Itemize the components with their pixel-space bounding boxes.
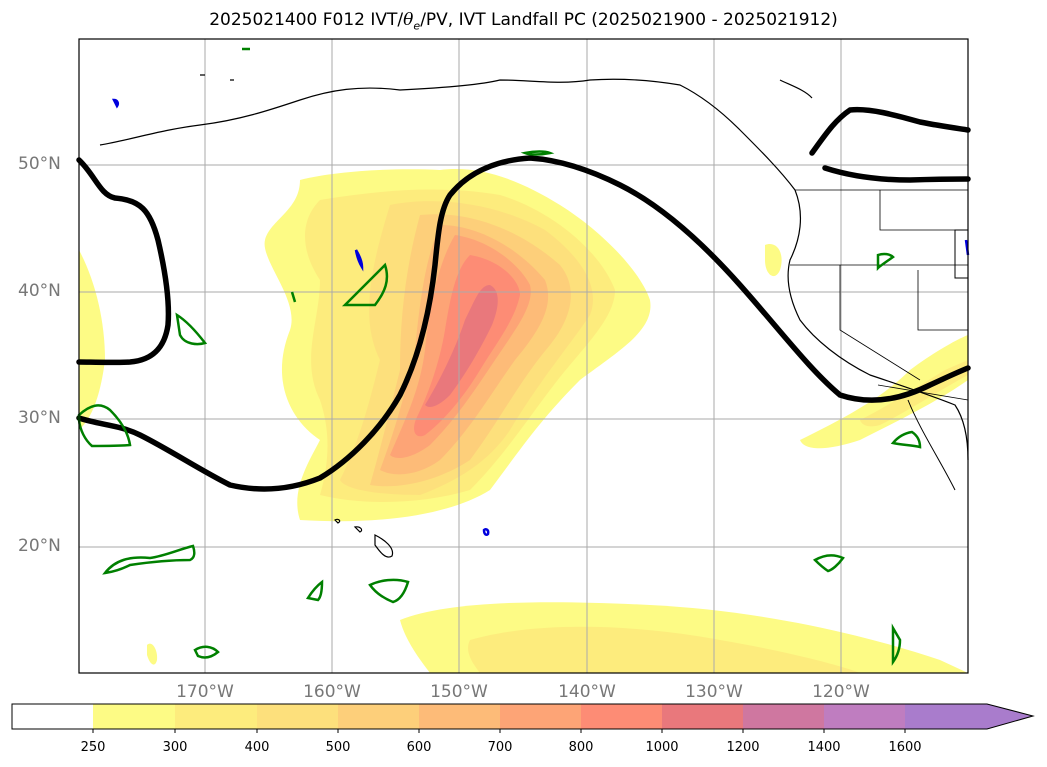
- lat-label-30n: 30°N: [18, 408, 61, 428]
- colorbar-tick-label: 300: [162, 740, 188, 755]
- colorbar-tick-label: 500: [325, 740, 351, 755]
- colorbar-seg-8: [662, 704, 743, 729]
- ivt-small-patch: [765, 244, 782, 277]
- colorbar-tick-label: 400: [244, 740, 270, 755]
- lon-label-120w: 120°W: [812, 682, 870, 702]
- map-frame: [78, 38, 969, 674]
- colorbar-seg-6: [500, 704, 581, 729]
- ivt-west-edge: [79, 250, 105, 430]
- figure-title: 2025021400 F012 IVT/θe/PV, IVT Landfall …: [209, 10, 838, 33]
- pv-contours-positive: [77, 47, 922, 666]
- lat-label-20n: 20°N: [18, 536, 61, 556]
- lat-label-40n: 40°N: [18, 281, 61, 301]
- colorbar-seg-10: [824, 704, 905, 729]
- ivt-shading: [79, 169, 968, 673]
- colorbar-extend-arrow: [905, 704, 1033, 729]
- lon-label-170w: 170°W: [176, 682, 234, 702]
- ivt-landfall-region: [800, 335, 968, 449]
- colorbar-seg-3: [257, 704, 338, 729]
- colorbar-tick-label: 600: [406, 740, 432, 755]
- gridlines: [79, 39, 968, 673]
- colorbar-tick-label: 700: [487, 740, 513, 755]
- lon-label-130w: 130°W: [685, 682, 743, 702]
- colorbar-seg-7: [581, 704, 662, 729]
- lon-label-150w: 150°W: [430, 682, 488, 702]
- colorbar-tick-label: 1400: [807, 740, 841, 755]
- ivt-1000-region: [425, 285, 498, 407]
- colorbar-seg-9: [743, 704, 824, 729]
- ivt-small-patch-2: [147, 643, 158, 665]
- lat-label-50n: 50°N: [18, 154, 61, 174]
- colorbar-tick-label: 1000: [645, 740, 679, 755]
- colorbar-tick-label: 1600: [888, 740, 922, 755]
- colorbar-seg-1: [93, 704, 175, 729]
- colorbar-tick-label: 800: [568, 740, 594, 755]
- colorbar-seg-4: [338, 704, 419, 729]
- colorbar-seg-0: [12, 704, 93, 729]
- colorbar-tick-label: 1200: [726, 740, 760, 755]
- lon-label-140w: 140°W: [558, 682, 616, 702]
- lon-label-160w: 160°W: [303, 682, 361, 702]
- colorbar-tick-label: 250: [80, 740, 106, 755]
- colorbar-seg-5: [419, 704, 500, 729]
- colorbar-seg-2: [175, 704, 257, 729]
- colorbar: [11, 703, 1035, 733]
- ivt-south-band-inner: [468, 626, 860, 673]
- theta-e-contours: [76, 106, 971, 492]
